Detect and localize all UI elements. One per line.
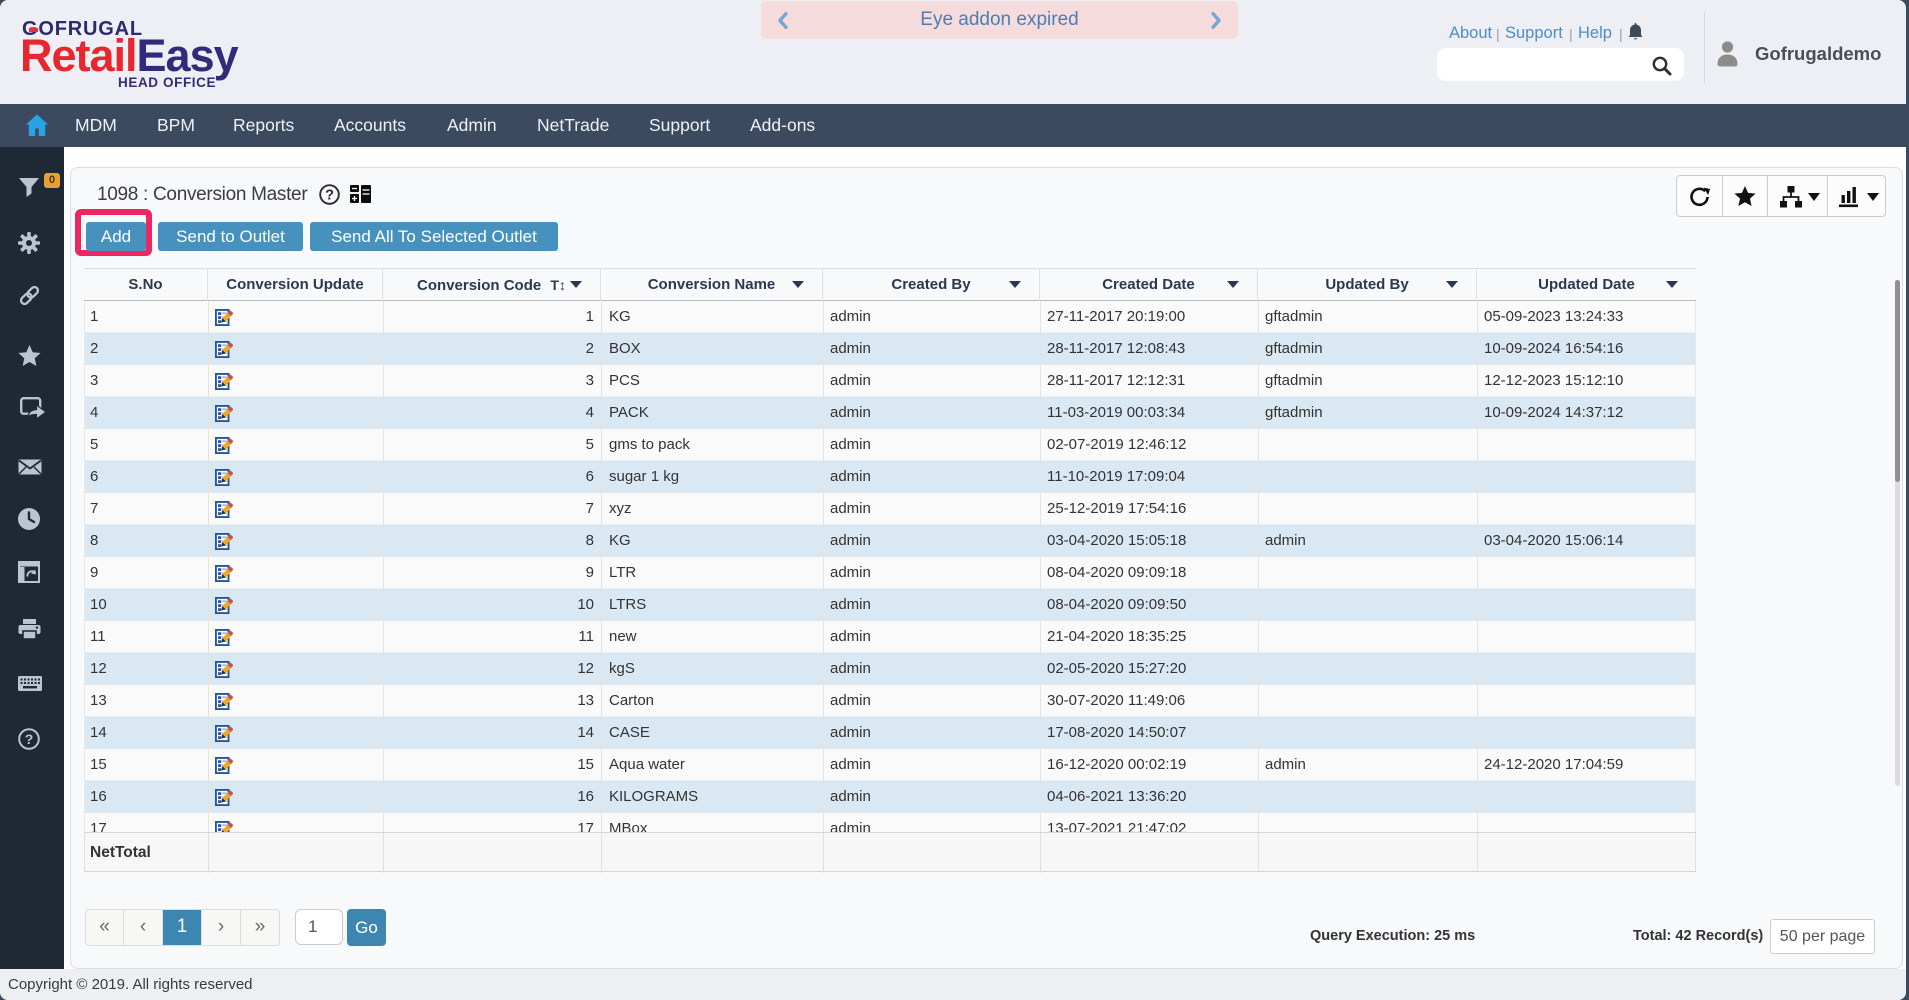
svg-text:?: ? (325, 188, 334, 204)
svg-text:?: ? (25, 731, 34, 747)
